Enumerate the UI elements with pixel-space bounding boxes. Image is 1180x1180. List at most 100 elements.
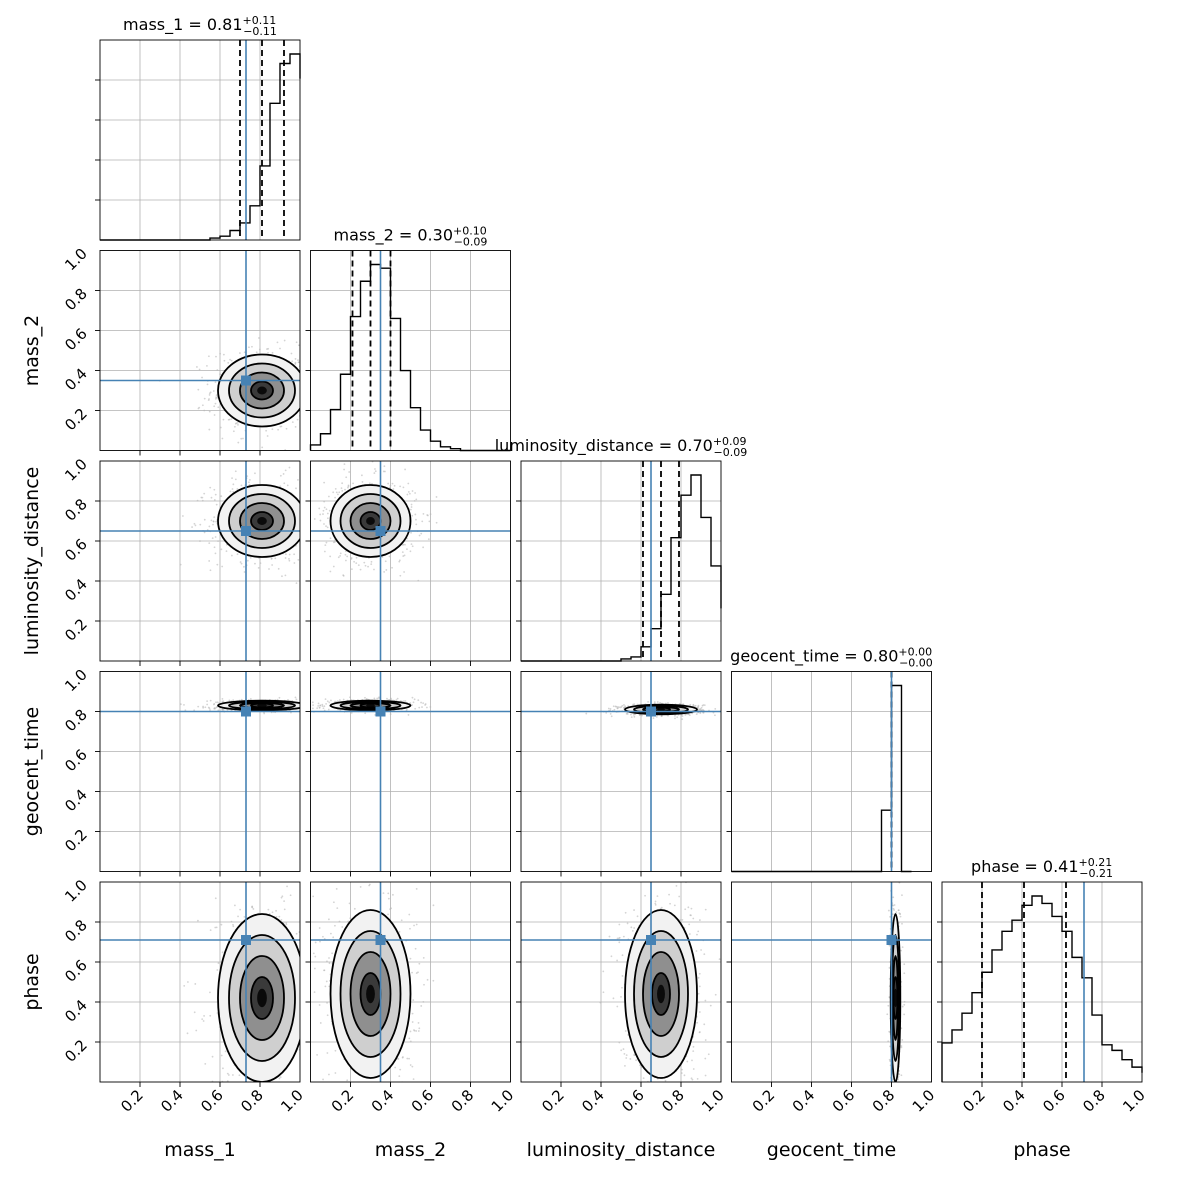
sample-point (183, 984, 186, 987)
sample-point (275, 1107, 277, 1109)
sample-point (350, 568, 353, 571)
sample-point (295, 341, 298, 344)
sample-point (393, 484, 396, 487)
sample-point (411, 696, 414, 699)
sample-point (302, 543, 304, 545)
sample-point (424, 704, 426, 706)
sample-point (209, 391, 212, 394)
sample-point (306, 709, 308, 711)
density-level (657, 707, 665, 712)
sample-point (231, 477, 233, 480)
sample-point (320, 386, 322, 388)
sample-point (193, 1011, 196, 1014)
sample-point (242, 437, 244, 440)
sample-point (216, 701, 219, 704)
contour-line (217, 484, 300, 558)
sample-point (387, 897, 390, 900)
sample-point (381, 556, 384, 559)
panel-title-mass_1: mass_1 = 0.81+0.11 −0.11 (123, 14, 277, 38)
panel-frame (731, 671, 932, 872)
sample-point (276, 341, 279, 344)
sample-point (246, 559, 249, 562)
sample-point (239, 352, 241, 354)
sample-point (208, 525, 211, 528)
sample-point (305, 1068, 307, 1070)
hist-panel-geocent_time: geocent_time = 0.80+0.00 −0.00 (726, 646, 933, 873)
sample-point (269, 1097, 271, 1099)
sample-point (207, 706, 210, 709)
sample-point (284, 1118, 286, 1120)
sample-point (298, 344, 300, 347)
sample-point (214, 536, 217, 538)
sample-point (308, 1040, 310, 1042)
contour-line (228, 493, 296, 549)
sample-point (322, 509, 325, 512)
sample-point (334, 496, 336, 499)
histogram-mass_2 (309, 263, 511, 452)
sample-point (217, 540, 219, 543)
sample-point (206, 703, 209, 706)
sample-point (607, 707, 610, 710)
sample-point (266, 435, 269, 437)
sample-point (271, 911, 274, 914)
sample-point (389, 713, 392, 715)
sample-point (212, 703, 215, 706)
sample-point (320, 988, 322, 990)
panel-frame (310, 460, 511, 662)
sample-point (422, 546, 425, 549)
sample-point (243, 571, 246, 573)
sample-point (283, 900, 286, 903)
sample-point (281, 895, 284, 898)
sample-point (220, 495, 223, 498)
sample-point (435, 521, 438, 524)
panel-frame (520, 671, 722, 872)
sample-point (411, 545, 414, 548)
sample-point (301, 701, 303, 703)
sample-point (326, 1062, 328, 1064)
sample-point (214, 381, 217, 383)
sample-point (201, 1018, 204, 1021)
sample-point (318, 507, 321, 510)
sample-point (316, 349, 318, 351)
sample-point (249, 478, 251, 481)
sample-point (391, 566, 393, 569)
sample-point (208, 428, 211, 431)
sample-point (213, 405, 216, 408)
sample-point (316, 707, 319, 710)
sample-point (308, 708, 310, 710)
density-level (257, 517, 267, 525)
sample-point (421, 706, 423, 708)
sample-point (323, 481, 326, 484)
sample-point (326, 526, 329, 529)
sample-point (220, 923, 223, 926)
sample-point (334, 541, 336, 543)
scatter-panel-mass_2-phase (305, 881, 511, 1087)
sample-point (681, 718, 684, 721)
sample-point (267, 1083, 269, 1085)
sample-point (301, 705, 303, 707)
sample-point (701, 704, 704, 707)
sample-point (222, 700, 225, 703)
sample-point (639, 714, 641, 717)
sample-point (261, 446, 264, 449)
sample-point (302, 703, 304, 705)
sample-point (199, 523, 202, 526)
sample-point (266, 348, 268, 350)
sample-point (314, 706, 316, 708)
sample-point (305, 1048, 307, 1050)
sample-point (183, 704, 185, 706)
sample-point (228, 1105, 230, 1107)
sample-point (186, 1032, 189, 1035)
sample-point (280, 896, 283, 899)
sample-point (327, 495, 330, 498)
sample-point (301, 701, 303, 703)
sample-point (329, 570, 332, 573)
sample-point (361, 481, 364, 483)
sample-point (614, 705, 617, 708)
sample-point (402, 555, 405, 557)
sample-point (344, 488, 346, 491)
contour-line (329, 484, 412, 558)
sample-point (301, 525, 303, 527)
sample-point (233, 425, 236, 428)
sample-point (344, 550, 347, 553)
